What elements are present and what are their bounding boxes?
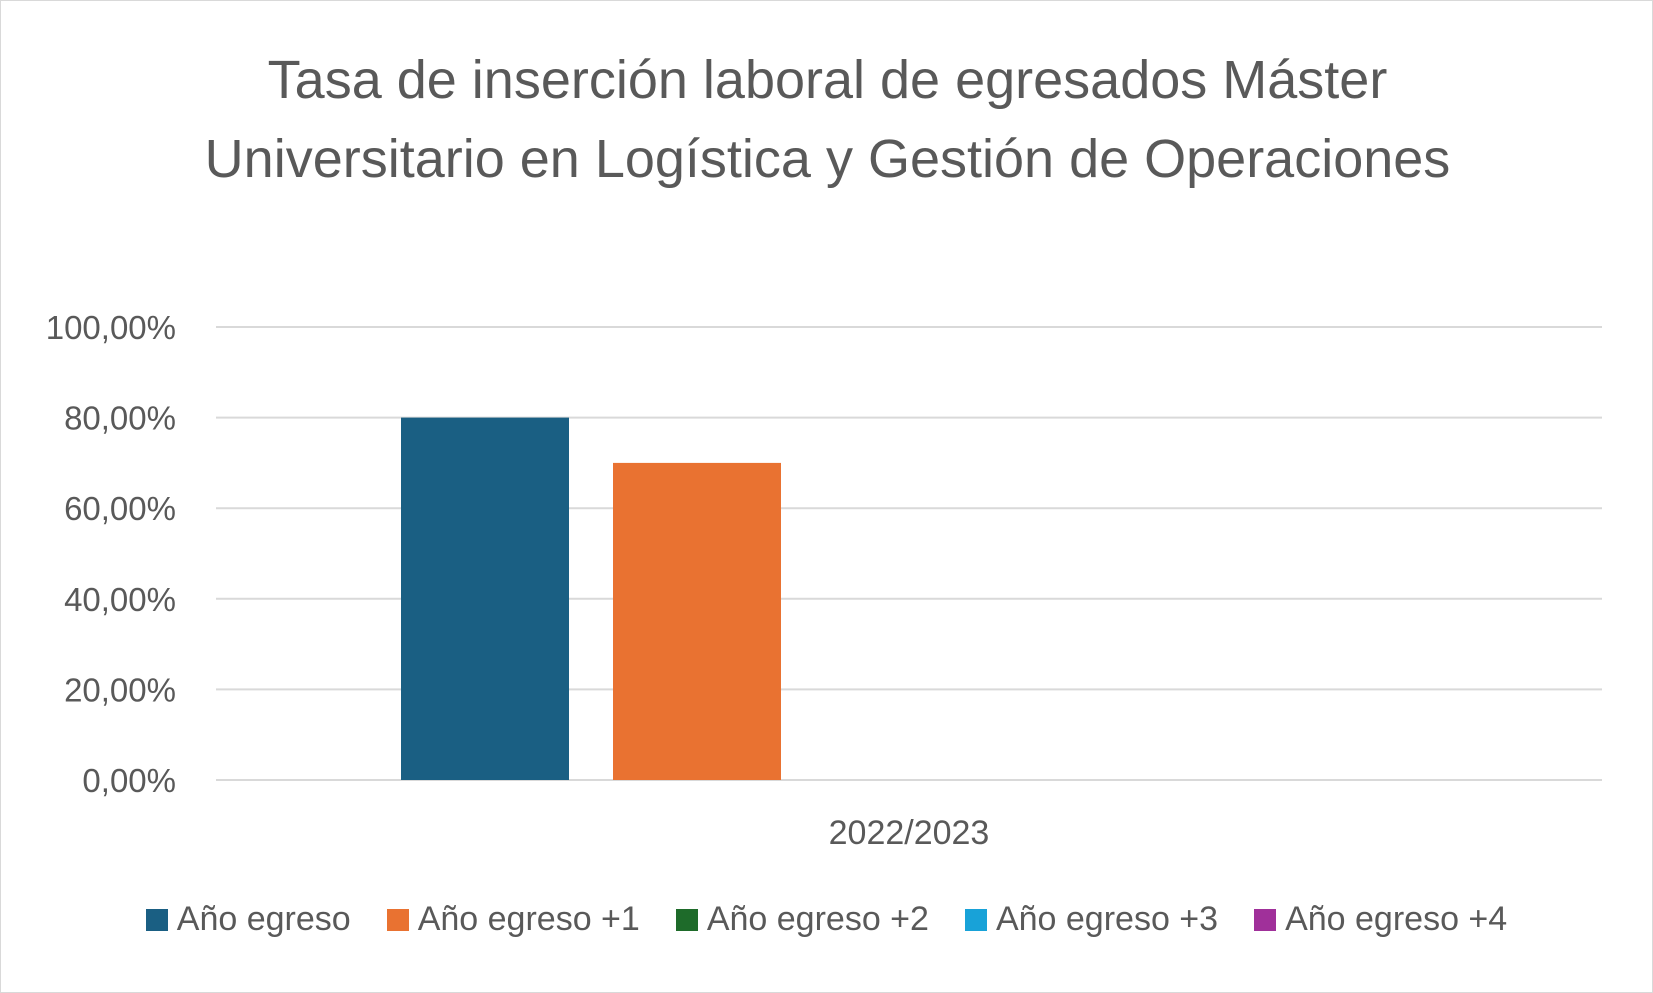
legend-label: Año egreso +2	[706, 900, 929, 938]
y-tick-label: 80,00%	[64, 400, 176, 437]
x-tick-label: 2022/2023	[829, 814, 990, 852]
bars	[401, 417, 781, 780]
chart-title: Tasa de inserción laboral de egresados M…	[204, 50, 1451, 189]
legend-item: Año egreso +3	[964, 900, 1219, 939]
legend: Año egreso Año egreso +1 Año egreso +2 Año …	[0, 900, 1653, 939]
legend-label: Año egreso +1	[417, 900, 640, 938]
legend-item: Año egreso +1	[386, 900, 640, 939]
legend-label: Año egreso +4	[1285, 900, 1508, 938]
legend-swatch	[964, 908, 987, 931]
legend-swatch	[1254, 908, 1277, 931]
y-axis-ticks: 0,00% 20,00% 40,00% 60,00% 80,00% 100,00%	[46, 309, 176, 799]
y-tick-label: 40,00%	[64, 581, 176, 618]
legend-swatch	[145, 908, 168, 931]
legend-label: Año egreso	[176, 900, 351, 938]
legend-item: Año egreso	[145, 900, 351, 939]
y-tick-label: 60,00%	[64, 490, 176, 527]
legend-swatch	[386, 908, 409, 931]
y-tick-label: 0,00%	[82, 762, 176, 799]
bar	[401, 417, 569, 780]
legend-item: Año egreso +2	[675, 900, 929, 939]
bar	[613, 462, 781, 780]
y-tick-label: 100,00%	[46, 309, 176, 346]
x-axis-ticks: 2022/2023	[829, 814, 990, 852]
y-tick-label: 20,00%	[64, 671, 176, 708]
legend-swatch	[675, 908, 698, 931]
legend-item: Año egreso +4	[1254, 900, 1507, 939]
legend-label: Año egreso +3	[995, 900, 1219, 938]
